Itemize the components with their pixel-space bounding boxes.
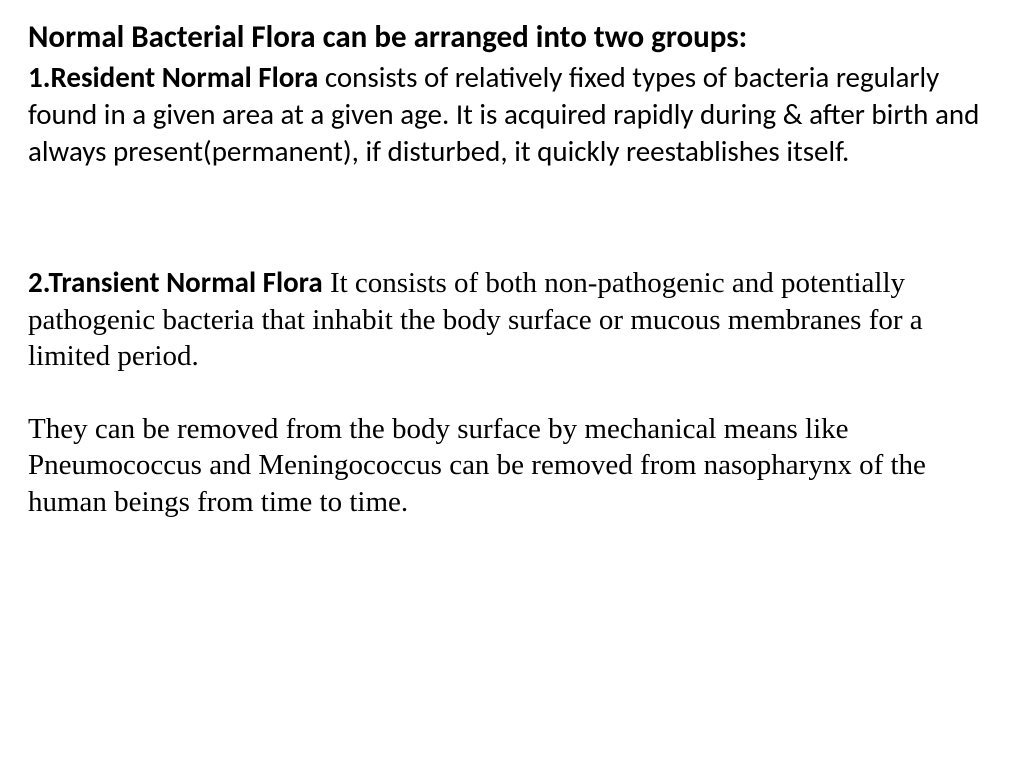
document-body: Normal Bacterial Flora can be arranged i… [0, 0, 1024, 520]
section1-lead: 1.Resident Normal Flora [28, 59, 318, 95]
spacer [28, 170, 996, 264]
section2-lead: 2.Transient Normal Flora [28, 264, 323, 300]
paragraph-resident-flora: 1.Resident Normal Flora consists of rela… [28, 59, 996, 170]
paragraph-transient-flora: 2.Transient Normal Flora It consists of … [28, 264, 996, 375]
paragraph-removal: They can be removed from the body surfac… [28, 411, 996, 521]
spacer [28, 375, 996, 411]
page-title: Normal Bacterial Flora can be arranged i… [28, 18, 996, 57]
section3-body: They can be removed from the body surfac… [28, 413, 926, 518]
